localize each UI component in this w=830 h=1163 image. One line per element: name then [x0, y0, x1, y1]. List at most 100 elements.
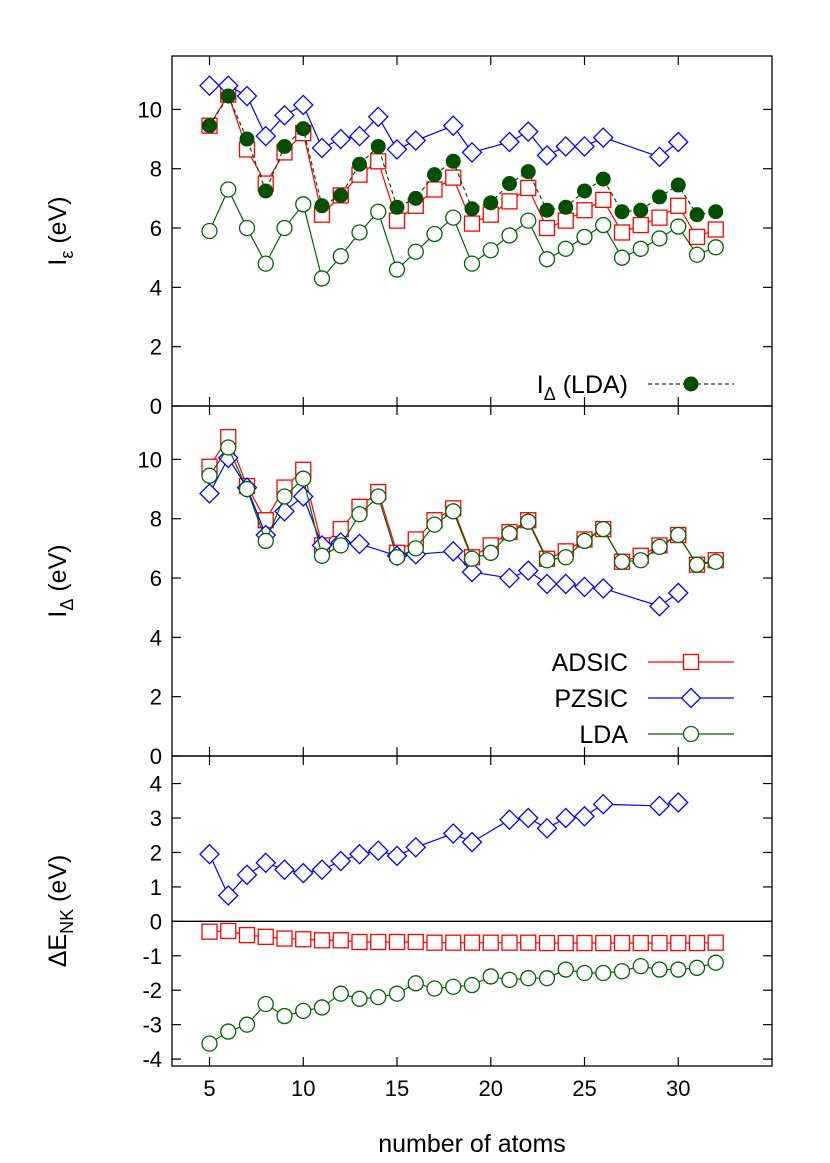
data-point	[292, 94, 314, 116]
data-point	[651, 209, 668, 226]
data-point	[238, 219, 256, 237]
data-point	[388, 985, 406, 1002]
data-point	[595, 171, 611, 187]
data-point	[595, 964, 612, 982]
data-point	[651, 230, 668, 247]
data-point	[595, 191, 612, 209]
data-point	[557, 240, 574, 257]
y-tick-label: 8	[150, 157, 162, 182]
legend-marker	[682, 725, 700, 743]
series-line	[208, 801, 679, 897]
data-point	[651, 538, 668, 556]
data-point	[292, 486, 314, 507]
plot-frame	[171, 755, 773, 1067]
data-point	[520, 934, 537, 951]
data-point	[201, 222, 218, 240]
data-point	[461, 831, 483, 853]
data-point	[463, 550, 481, 567]
data-point	[351, 224, 368, 241]
data-point	[520, 212, 537, 229]
data-point	[330, 128, 352, 150]
data-point	[442, 823, 464, 844]
data-point	[595, 934, 612, 952]
data-point	[482, 544, 499, 561]
data-point	[499, 809, 520, 831]
data-point	[352, 156, 367, 172]
data-point	[442, 115, 464, 137]
data-point	[501, 934, 518, 951]
data-point	[576, 964, 593, 982]
data-point	[199, 483, 220, 504]
legend-entry-adsic: ADSIC	[552, 649, 734, 677]
data-point	[405, 836, 427, 858]
series-line	[209, 446, 716, 566]
data-point	[332, 537, 349, 554]
data-point	[407, 243, 424, 260]
data-point	[576, 532, 593, 550]
data-point	[632, 552, 649, 569]
data-point	[707, 954, 724, 971]
data-point	[386, 845, 408, 867]
y-tick-label: 4	[150, 772, 162, 797]
series-i-delta-lda	[202, 88, 724, 223]
data-point	[574, 576, 595, 598]
data-point	[313, 547, 331, 564]
data-point	[239, 131, 255, 147]
y-axis-label: ΔENK (eV)	[44, 855, 77, 968]
data-point	[367, 840, 389, 862]
data-point	[463, 934, 481, 951]
data-point	[442, 540, 464, 562]
series-pzsic	[199, 75, 689, 168]
legend-label: IΔ (LDA)	[537, 371, 628, 404]
panel-bottom: -4 -3 -2 -1 0 1 2 3 4 5 10 15 20 25 30 ΔENK (eV) number …	[44, 755, 773, 1158]
data-point	[295, 121, 311, 137]
data-point	[574, 805, 595, 827]
data-point	[295, 470, 312, 487]
data-point	[199, 75, 220, 97]
data-point	[595, 520, 612, 538]
data-point	[538, 219, 556, 237]
series-pzsic	[199, 792, 689, 906]
data-point	[426, 516, 443, 533]
data-point	[632, 216, 649, 234]
series-line	[208, 188, 716, 280]
data-point	[576, 202, 593, 219]
data-point	[633, 202, 649, 218]
data-point	[501, 971, 518, 989]
data-point	[257, 255, 274, 272]
data-point	[370, 988, 387, 1006]
y-tick-label: 6	[150, 566, 162, 591]
data-point	[311, 859, 333, 881]
data-point	[613, 963, 631, 980]
data-point	[538, 934, 556, 952]
data-point	[555, 136, 577, 157]
data-point	[520, 970, 537, 987]
data-point	[202, 118, 217, 134]
data-point	[407, 933, 424, 951]
y-tick-label: 2	[150, 840, 162, 865]
data-point	[461, 141, 483, 163]
data-point	[370, 933, 387, 951]
series-line	[208, 94, 716, 216]
series-adsic	[201, 922, 724, 952]
data-point	[557, 549, 574, 566]
data-point	[592, 127, 614, 148]
data-point	[220, 439, 237, 456]
x-tick-label: 25	[572, 1076, 596, 1101]
data-point	[426, 181, 443, 198]
legend-entry-lda: LDA	[579, 721, 734, 749]
y-tick-label: 4	[150, 275, 162, 300]
data-point	[257, 995, 274, 1013]
data-point	[707, 239, 724, 256]
data-point	[536, 573, 558, 595]
data-point	[405, 130, 427, 151]
data-point	[667, 792, 689, 813]
data-point	[201, 1035, 218, 1052]
data-point	[258, 183, 274, 199]
data-point	[501, 193, 518, 210]
data-point	[689, 207, 705, 223]
data-point	[407, 975, 424, 992]
data-point	[351, 990, 368, 1007]
y-tick-label: 2	[150, 335, 162, 360]
